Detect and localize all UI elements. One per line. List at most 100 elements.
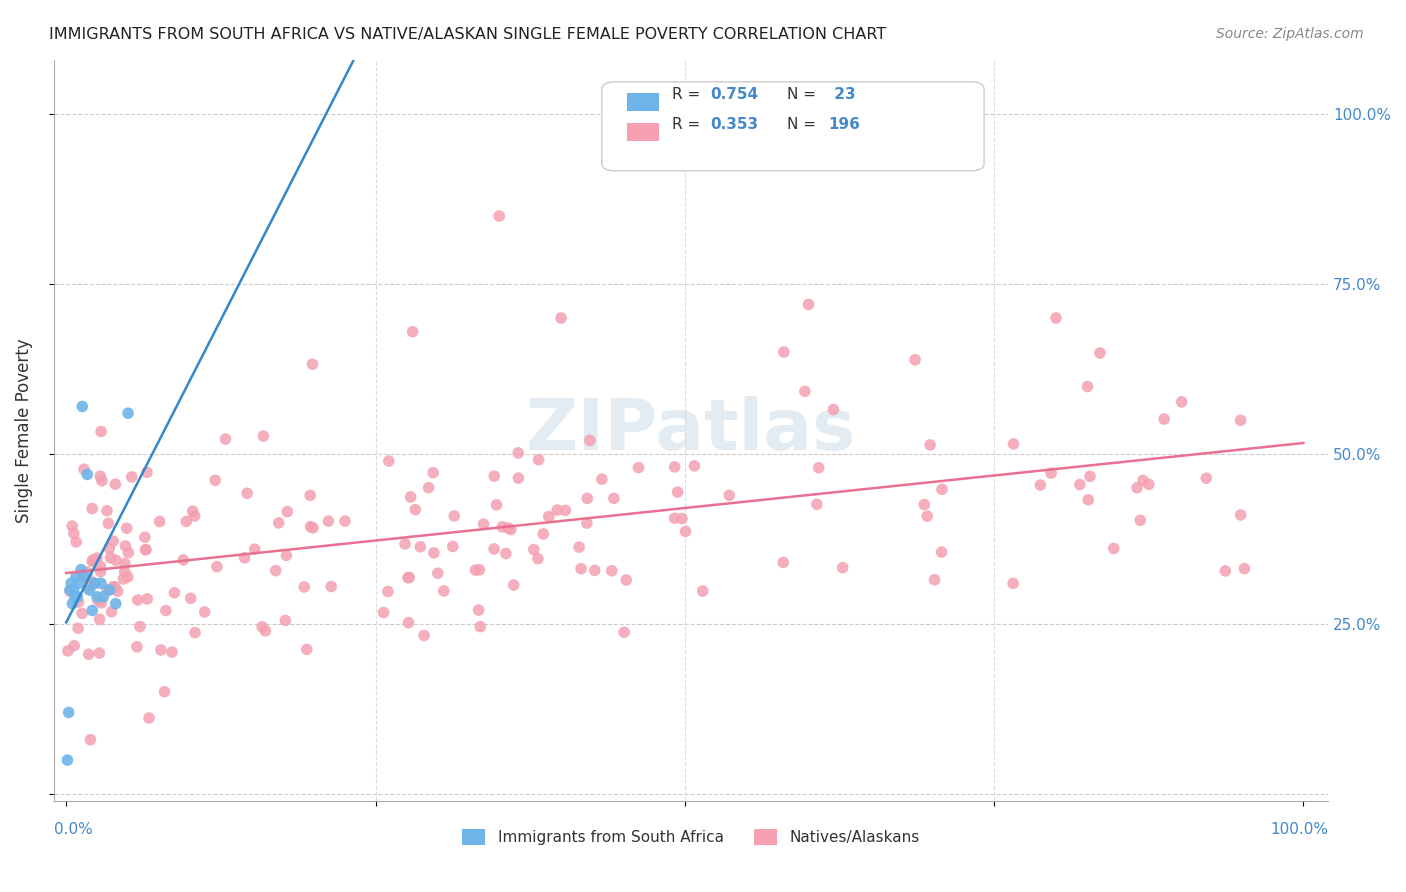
Point	[82, 603, 104, 617]
Point	[121, 470, 143, 484]
Point	[409, 540, 432, 554]
Point	[98, 582, 121, 597]
Point	[66, 590, 89, 604]
Point	[86, 551, 108, 566]
Point	[56, 644, 79, 658]
Point	[569, 562, 592, 576]
Point	[576, 491, 599, 506]
Point	[495, 547, 517, 561]
Point	[467, 603, 489, 617]
Point	[675, 524, 697, 539]
Point	[176, 515, 198, 529]
Point	[63, 590, 86, 604]
Point	[772, 345, 794, 359]
Point	[138, 711, 160, 725]
Point	[67, 595, 90, 609]
Point	[404, 502, 426, 516]
Point	[664, 459, 686, 474]
Point	[301, 357, 323, 371]
Point	[664, 511, 686, 525]
Point	[527, 551, 550, 566]
Point	[115, 521, 138, 535]
Point	[793, 384, 815, 399]
Point	[920, 438, 942, 452]
Point	[98, 541, 121, 556]
Point	[1069, 477, 1091, 491]
Point	[1132, 474, 1154, 488]
Point	[426, 566, 449, 581]
Point	[1195, 471, 1218, 485]
Point	[65, 535, 87, 549]
Point	[204, 473, 226, 487]
Point	[90, 576, 112, 591]
Point	[666, 485, 689, 500]
Point	[117, 406, 139, 420]
Y-axis label: Single Female Poverty: Single Female Poverty	[15, 338, 32, 523]
Point	[70, 607, 93, 621]
Text: 0.754: 0.754	[710, 87, 758, 102]
Point	[904, 352, 927, 367]
Point	[333, 514, 356, 528]
Point	[377, 584, 399, 599]
Point	[831, 560, 853, 574]
Point	[76, 565, 98, 579]
Point	[772, 555, 794, 569]
Point	[1170, 395, 1192, 409]
FancyBboxPatch shape	[602, 82, 984, 170]
Point	[484, 469, 506, 483]
Point	[79, 577, 101, 591]
Point	[1229, 508, 1251, 522]
Point	[112, 572, 135, 586]
Text: N =: N =	[786, 117, 821, 131]
Point	[96, 582, 118, 597]
Point	[443, 508, 465, 523]
Point	[550, 311, 572, 326]
Point	[470, 620, 492, 634]
Point	[134, 542, 156, 557]
Point	[90, 596, 112, 610]
Point	[181, 504, 204, 518]
Point	[65, 569, 87, 583]
Point	[491, 520, 513, 534]
Point	[591, 472, 613, 486]
Point	[117, 570, 139, 584]
Point	[373, 606, 395, 620]
Point	[396, 571, 419, 585]
Point	[600, 564, 623, 578]
Point	[86, 593, 108, 607]
Point	[295, 642, 318, 657]
Point	[90, 425, 112, 439]
Point	[90, 565, 112, 579]
Point	[554, 503, 576, 517]
Point	[398, 570, 420, 584]
Point	[89, 612, 111, 626]
Point	[931, 483, 953, 497]
Point	[418, 481, 440, 495]
Point	[205, 559, 228, 574]
Point	[464, 563, 486, 577]
Point	[243, 542, 266, 557]
Text: 0.353: 0.353	[710, 117, 758, 131]
Point	[79, 582, 101, 597]
Point	[136, 591, 159, 606]
Point	[149, 643, 172, 657]
Point	[423, 546, 446, 560]
Point	[79, 573, 101, 587]
Point	[135, 542, 157, 557]
Point	[60, 576, 83, 591]
Point	[468, 563, 491, 577]
Point	[912, 498, 935, 512]
Point	[1129, 513, 1152, 527]
Point	[508, 446, 530, 460]
Point	[101, 580, 124, 594]
Point	[806, 497, 828, 511]
Point	[79, 732, 101, 747]
Point	[1153, 412, 1175, 426]
Point	[264, 564, 287, 578]
Point	[924, 573, 946, 587]
Point	[1126, 481, 1149, 495]
Point	[1137, 477, 1160, 491]
Legend: Immigrants from South Africa, Natives/Alaskans: Immigrants from South Africa, Natives/Al…	[463, 830, 920, 845]
Point	[797, 297, 820, 311]
Text: N =: N =	[786, 87, 821, 102]
